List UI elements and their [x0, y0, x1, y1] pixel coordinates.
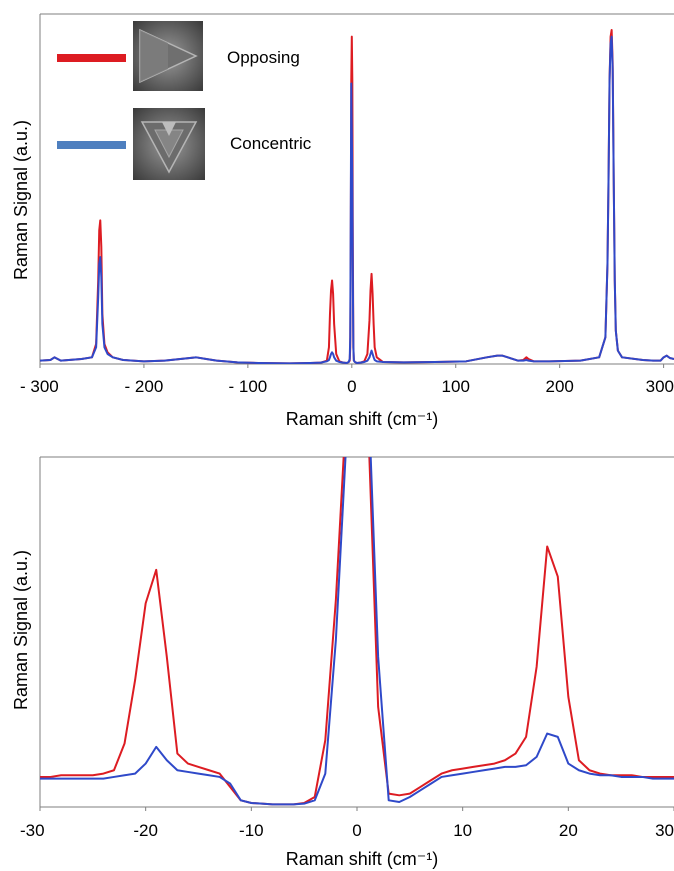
bottom-x-ticks: -30 -20 -10 0 10 20 30	[20, 807, 674, 840]
top-y-axis-title: Raman Signal (a.u.)	[11, 120, 31, 280]
bottom-chart: -30 -20 -10 0 10 20 30 Raman shift (cm⁻¹) Rama…	[11, 456, 674, 869]
triangle-flake-opposing-icon	[133, 21, 203, 91]
bottom-x-tick-label: 10	[453, 821, 472, 840]
top-x-ticks: - 300 - 200 - 100 0 100 200 300	[20, 364, 674, 396]
top-series-concentric	[40, 35, 674, 364]
bottom-x-tick-label: -10	[239, 821, 264, 840]
bottom-series-group	[40, 457, 674, 806]
legend: Opposing Concentric	[57, 21, 312, 180]
bottom-series-concentric	[40, 457, 674, 806]
top-x-tick-label: 100	[442, 377, 470, 396]
bottom-y-axis-title: Raman Signal (a.u.)	[11, 550, 31, 710]
top-x-tick-label: - 100	[228, 377, 267, 396]
top-x-tick-label: - 200	[125, 377, 164, 396]
bottom-x-tick-label: -30	[20, 821, 45, 840]
legend-label-opposing: Opposing	[227, 48, 300, 67]
top-x-tick-label: 0	[347, 377, 356, 396]
bottom-x-tick-label: 30	[655, 821, 674, 840]
top-x-tick-label: 300	[646, 377, 674, 396]
top-x-axis-title: Raman shift (cm⁻¹)	[286, 409, 439, 429]
bottom-x-tick-label: 20	[559, 821, 578, 840]
bottom-x-axis-title: Raman shift (cm⁻¹)	[286, 849, 439, 869]
top-series-group	[40, 29, 674, 364]
legend-label-concentric: Concentric	[230, 134, 312, 153]
triangle-flake-concentric-icon	[133, 108, 205, 180]
top-x-tick-label: - 300	[20, 377, 59, 396]
top-x-tick-label: 200	[545, 377, 573, 396]
top-chart: - 300 - 200 - 100 0 100 200 300 Raman shift (c…	[11, 13, 674, 429]
bottom-series-opposing	[40, 457, 674, 806]
bottom-x-tick-label: 0	[352, 821, 361, 840]
bottom-x-tick-label: -20	[133, 821, 158, 840]
